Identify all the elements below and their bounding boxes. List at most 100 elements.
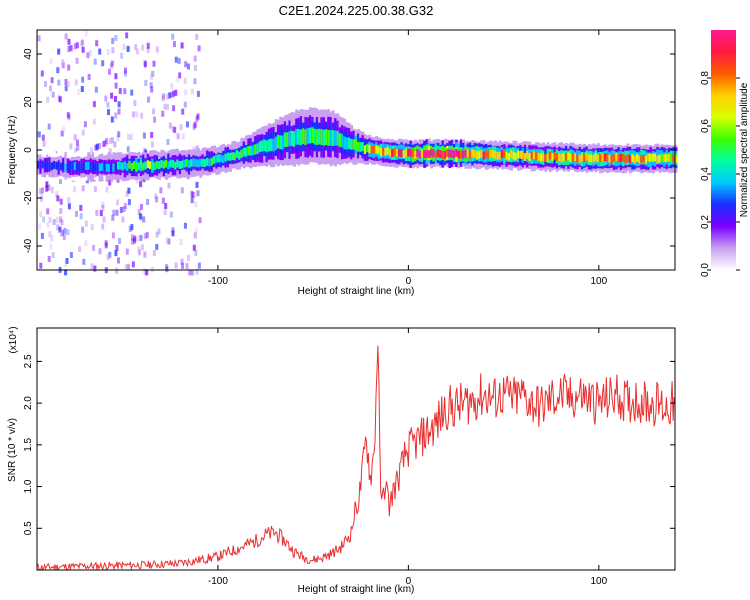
heatmap-cell bbox=[386, 146, 390, 155]
heatmap-cell bbox=[60, 130, 64, 137]
heatmap-cell bbox=[578, 154, 582, 163]
heatmap-cell bbox=[40, 232, 44, 239]
heatmap-cell bbox=[66, 112, 70, 119]
heatmap-cell bbox=[555, 153, 559, 161]
heatmap-cell bbox=[46, 221, 50, 228]
heatmap-cell bbox=[190, 88, 194, 95]
heatmap-cell bbox=[571, 153, 575, 162]
heatmap-cell bbox=[37, 160, 40, 169]
heatmap-cell bbox=[62, 161, 65, 170]
heatmap-cell bbox=[391, 149, 395, 157]
heatmap-cell bbox=[184, 61, 188, 68]
heatmap-cell bbox=[425, 150, 429, 158]
heatmap-cell bbox=[628, 155, 632, 163]
snr-y-axis-label: SNR (10 * v/v) bbox=[7, 418, 18, 482]
heatmap-cell bbox=[516, 150, 520, 159]
heatmap-cell bbox=[551, 153, 555, 162]
heatmap-cell bbox=[98, 48, 102, 55]
snr-series-line bbox=[36, 345, 676, 571]
heatmap-cell bbox=[99, 210, 103, 217]
heatmap-cell bbox=[439, 150, 443, 158]
heatmap-cell bbox=[146, 199, 150, 205]
heatmap-cell bbox=[455, 148, 459, 157]
heatmap-cell bbox=[84, 240, 88, 247]
heatmap-cell bbox=[622, 153, 625, 162]
heatmap-cell bbox=[409, 148, 413, 157]
heatmap-cell bbox=[168, 122, 172, 129]
heatmap-cell bbox=[587, 154, 591, 163]
heatmap-cell bbox=[90, 224, 94, 231]
heatmap-cell bbox=[56, 224, 60, 231]
heatmap-cell bbox=[55, 191, 59, 198]
heatmap-cell bbox=[150, 74, 153, 80]
heatmap-cell bbox=[143, 233, 147, 239]
heatmap-cell bbox=[112, 209, 116, 216]
heatmap-cell bbox=[155, 46, 159, 53]
heatmap-cell bbox=[107, 109, 110, 116]
heatmap-cell bbox=[110, 60, 114, 67]
heatmap-cell bbox=[181, 133, 185, 140]
heatmap-cell bbox=[110, 92, 114, 99]
heatmap-cell bbox=[635, 153, 639, 162]
heatmap-cell bbox=[139, 181, 143, 188]
heatmap-cell bbox=[42, 216, 46, 223]
heatmap-cell bbox=[59, 198, 63, 205]
chart-title: C2E1.2024.225.00.38.G32 bbox=[279, 3, 434, 18]
heatmap-cell bbox=[80, 86, 84, 92]
heatmap-cell bbox=[180, 42, 184, 49]
heatmap-cell bbox=[560, 154, 564, 163]
heatmap-cell bbox=[104, 140, 108, 146]
heatmap-cell bbox=[315, 129, 319, 145]
heatmap-cell bbox=[304, 129, 308, 146]
heatmap-y-ticks: 40 20 0 -20 -40 bbox=[23, 48, 675, 253]
heatmap-cell bbox=[416, 149, 420, 157]
heatmap-cell bbox=[222, 155, 225, 164]
heatmap-cell bbox=[626, 154, 630, 163]
heatmap-cell bbox=[213, 155, 216, 164]
heatmap-cell bbox=[41, 160, 45, 169]
snr-x-tick-label: 0 bbox=[406, 576, 412, 587]
heatmap-cell bbox=[73, 43, 77, 50]
heatmap-cell bbox=[44, 81, 47, 87]
heatmap-cell bbox=[297, 129, 301, 145]
heatmap-cell bbox=[73, 134, 77, 141]
heatmap-cell bbox=[363, 145, 367, 155]
heatmap-cell bbox=[108, 251, 112, 258]
heatmap-cell bbox=[64, 85, 68, 92]
heatmap-cell bbox=[302, 128, 305, 145]
heatmap-cell bbox=[167, 182, 171, 189]
heatmap-cell bbox=[336, 130, 340, 146]
heatmap-cell bbox=[640, 154, 644, 163]
heatmap-cell bbox=[195, 268, 199, 275]
heatmap-cell bbox=[59, 216, 62, 223]
heatmap-cell bbox=[402, 150, 406, 159]
heatmap-cell bbox=[194, 191, 198, 198]
heatmap-cell bbox=[283, 132, 287, 147]
heatmap-cell bbox=[140, 244, 144, 251]
heatmap-cell bbox=[139, 160, 143, 169]
heatmap-cell bbox=[67, 114, 71, 121]
heatmap-cell bbox=[116, 199, 120, 206]
heatmap-cell bbox=[313, 128, 317, 145]
heatmap-cell bbox=[51, 252, 55, 259]
heatmap-cell bbox=[193, 55, 197, 62]
heatmap-cell bbox=[64, 261, 68, 267]
heatmap-cell bbox=[176, 76, 180, 83]
heatmap-cell bbox=[480, 150, 484, 158]
heatmap-cell bbox=[82, 162, 86, 171]
heatmap-cell bbox=[83, 121, 87, 128]
heatmap-cell bbox=[98, 248, 102, 255]
heatmap-cell bbox=[165, 237, 168, 244]
heatmap-cell bbox=[124, 264, 128, 271]
heatmap-cell bbox=[142, 176, 146, 183]
heatmap-cell bbox=[130, 238, 134, 245]
heatmap-cell bbox=[407, 148, 411, 157]
heatmap-cell bbox=[224, 153, 228, 162]
heatmap-cell bbox=[272, 138, 276, 152]
heatmap-cell bbox=[114, 112, 118, 119]
heatmap-cell bbox=[107, 164, 111, 172]
heatmap-cell bbox=[165, 266, 169, 273]
heatmap-cell bbox=[647, 153, 651, 162]
heatmap-cell bbox=[258, 141, 262, 153]
heatmap-cell bbox=[150, 132, 154, 138]
